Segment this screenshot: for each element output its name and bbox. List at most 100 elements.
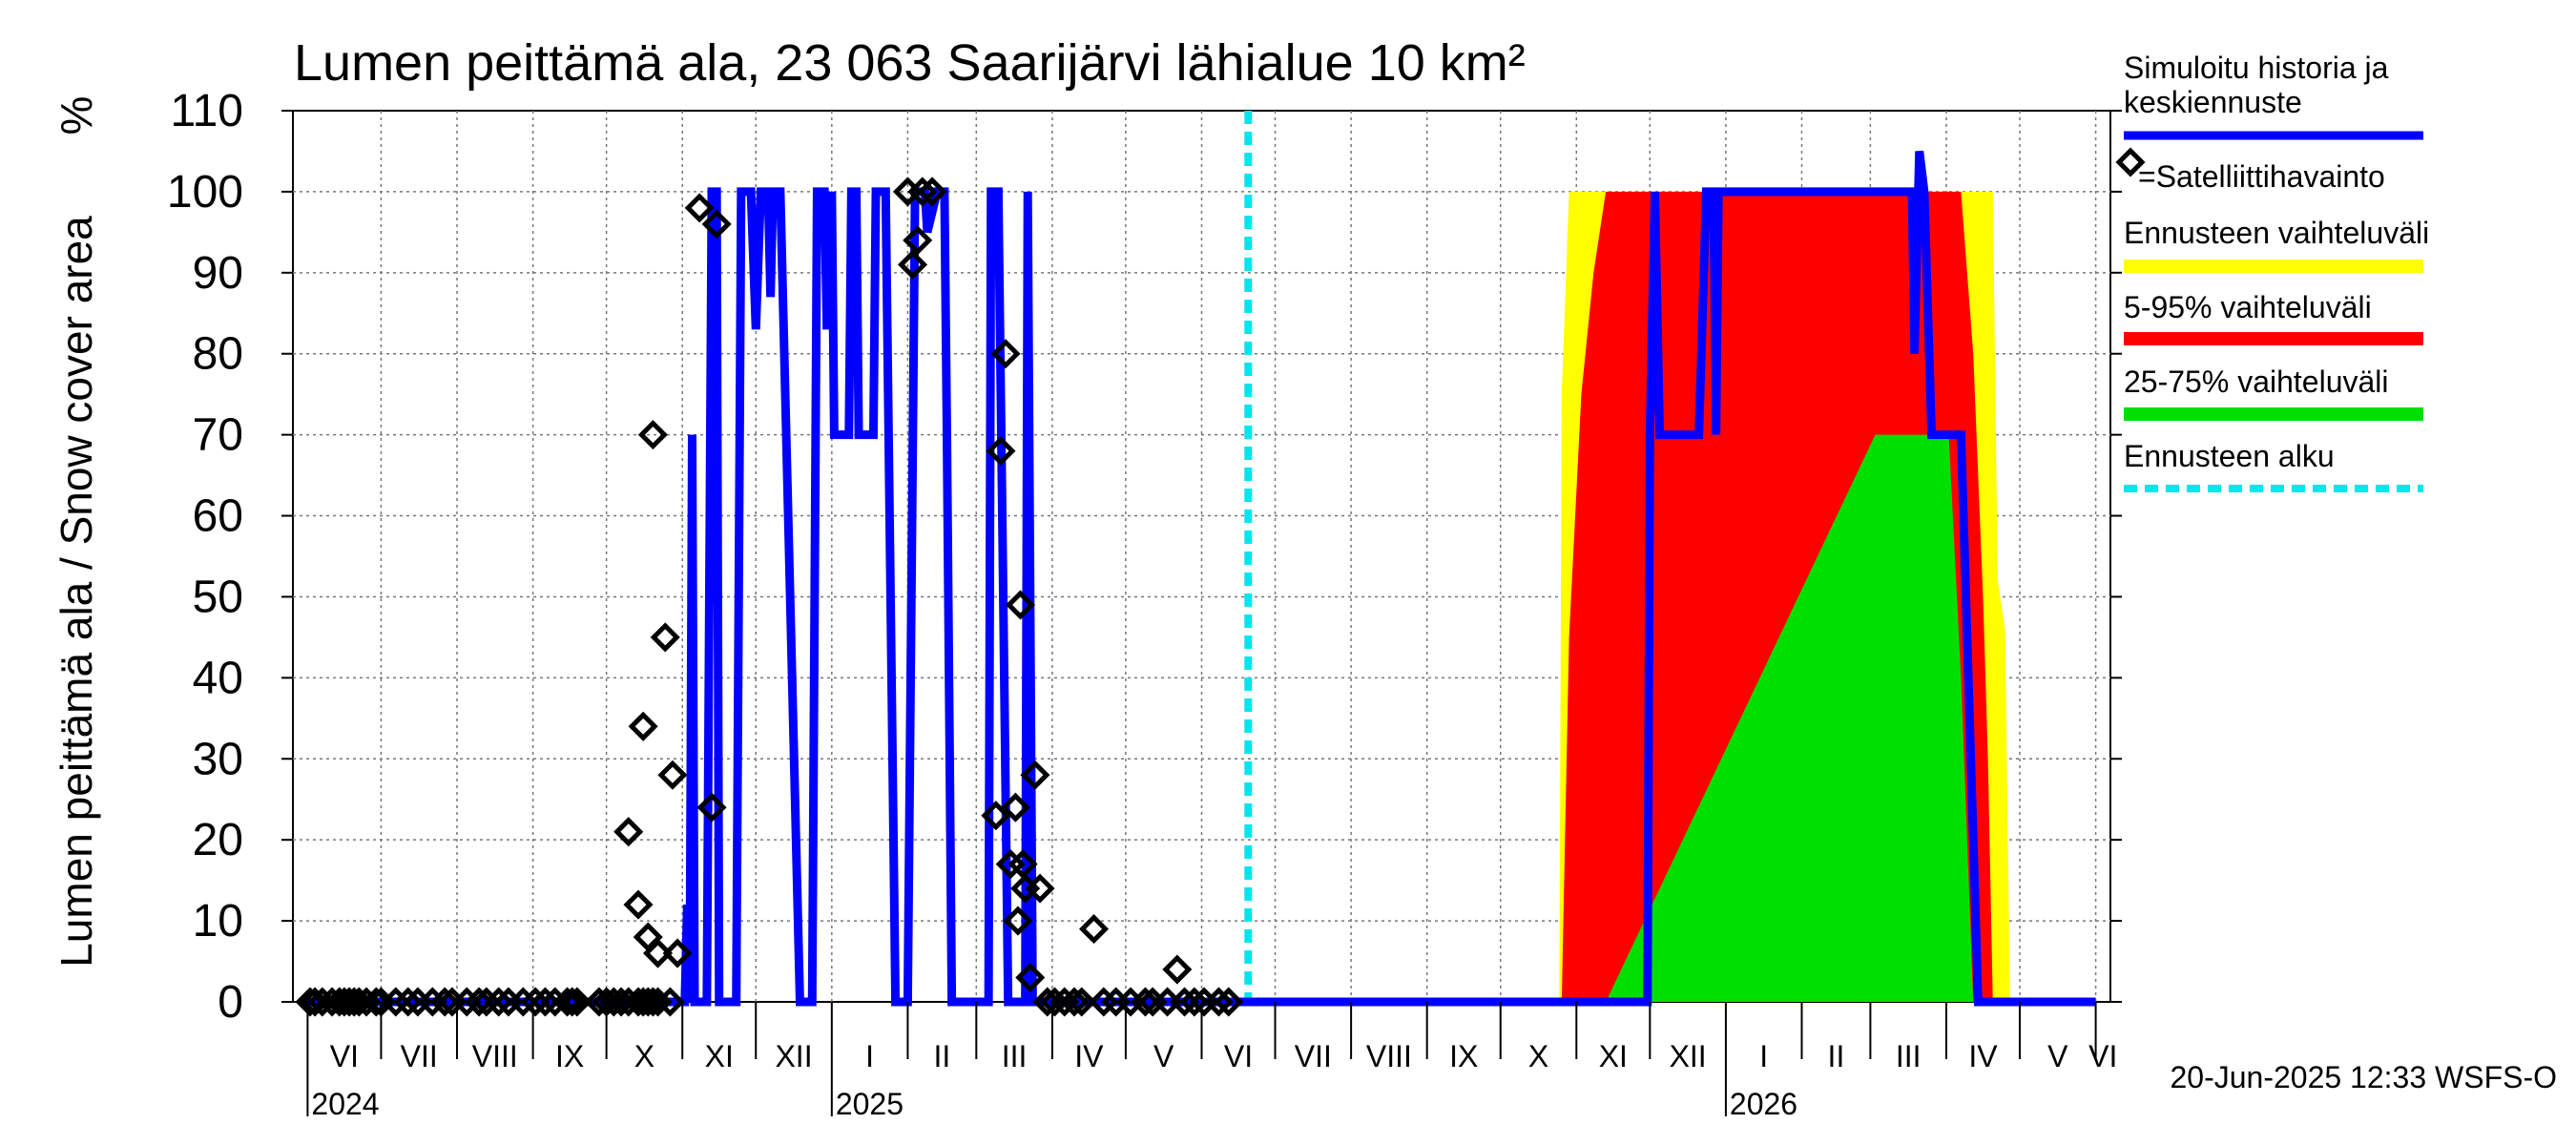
plot-area	[292, 110, 2111, 1017]
x-year-label: 2025	[836, 1087, 904, 1121]
x-month-label: VI	[330, 1039, 359, 1073]
observation-marker	[351, 987, 382, 1017]
x-month-label: XI	[705, 1039, 734, 1073]
observation-marker	[1025, 873, 1055, 904]
observation-marker	[696, 792, 727, 822]
x-month-label: X	[1528, 1039, 1548, 1073]
forecast-bands	[1559, 191, 2010, 1003]
x-month-label: II	[933, 1039, 950, 1073]
x-month-label: III	[1002, 1039, 1028, 1073]
observation-marker	[365, 987, 396, 1017]
x-month-label: X	[634, 1039, 654, 1073]
x-month-label: VII	[1295, 1039, 1332, 1073]
observation-marker	[898, 249, 928, 280]
legend-p2575-label: 25-75% vaihteluväli	[2124, 364, 2389, 399]
observation-marker	[1032, 987, 1063, 1017]
x-month-label: V	[2047, 1039, 2068, 1073]
y-tick-label: 50	[193, 572, 243, 622]
simulation-line	[307, 150, 2096, 1007]
observation-marker	[1153, 987, 1183, 1017]
y-tick-label: 0	[218, 977, 243, 1028]
observation-marker	[1089, 987, 1119, 1017]
y-tick-label: 70	[193, 410, 243, 461]
y-tick-label: 60	[193, 491, 243, 542]
observation-marker	[1079, 914, 1110, 945]
legend-sat-marker	[2115, 147, 2146, 177]
y-tick-label: 90	[193, 248, 243, 299]
observation-marker	[657, 760, 688, 790]
observation-marker	[662, 938, 693, 968]
x-month-label: VI	[2088, 1039, 2117, 1073]
x-month-label: IV	[1074, 1039, 1104, 1073]
observation-marker	[493, 987, 524, 1017]
observation-marker	[907, 177, 938, 207]
observation-marker	[1137, 987, 1168, 1017]
x-month-label: IX	[1449, 1039, 1478, 1073]
chart-title: Lumen peittämä ala, 23 063 Saarijärvi lä…	[294, 34, 1526, 92]
x-month-label: IX	[555, 1039, 584, 1073]
y-axis-label: Lumen peittämä ala / Snow cover area	[52, 216, 101, 968]
legend-range-label: Ennusteen vaihteluväli	[2124, 216, 2429, 250]
x-axis-ticks: VI VII VIII IX X XI XII I II III IV V VI VII VIII IX X XI…	[306, 1002, 2117, 1121]
y-tick-label: 80	[193, 329, 243, 380]
observation-marker	[684, 193, 715, 223]
observation-marker	[613, 817, 644, 847]
observation-marker	[903, 225, 933, 256]
timestamp: 20-Jun-2025 12:33 WSFS-O	[2170, 1060, 2557, 1094]
observation-marker	[1005, 590, 1036, 620]
observation-marker	[552, 987, 583, 1017]
y-tick-label: 10	[193, 896, 243, 947]
observation-marker	[1020, 760, 1050, 790]
x-month-label: VI	[1224, 1039, 1253, 1073]
x-month-label: VIII	[1366, 1039, 1412, 1073]
y-tick-label: 40	[193, 653, 243, 703]
observation-marker	[437, 987, 467, 1017]
observation-marker	[701, 209, 732, 239]
legend: Simuloitu historia ja keskiennuste =Sate…	[2115, 51, 2429, 492]
y-tick-label: 30	[193, 734, 243, 784]
band-25-75	[1559, 434, 2010, 1002]
observation-marker	[1010, 873, 1041, 904]
observation-marker	[637, 987, 668, 1017]
observation-marker	[637, 420, 668, 450]
x-month-label: XII	[775, 1039, 812, 1073]
x-month-label: XI	[1599, 1039, 1628, 1073]
observation-marker	[1015, 962, 1046, 993]
x-month-label: II	[1828, 1039, 1845, 1073]
observation-marker	[403, 987, 433, 1017]
observation-marker	[1203, 987, 1235, 1017]
observation-marker	[623, 889, 654, 920]
observation-marker	[334, 987, 364, 1017]
observation-marker	[995, 849, 1026, 880]
x-month-label: IV	[1968, 1039, 1998, 1073]
y-axis-ticks: 0 10 20 30 40 50 60 70 80 90 100 110	[167, 86, 2122, 1028]
legend-sim-label-1: Simuloitu historia ja	[2124, 51, 2389, 85]
observation-marker	[986, 436, 1016, 467]
observation-marker	[643, 987, 674, 1017]
legend-p595-label: 5-95% vaihteluväli	[2124, 290, 2372, 324]
observation-marker	[1214, 987, 1244, 1017]
observation-marker	[990, 339, 1021, 369]
observation-marker	[628, 711, 658, 741]
observation-marker	[650, 622, 680, 653]
observation-marker	[1049, 987, 1080, 1017]
observation-marker	[1000, 792, 1030, 822]
y-tick-label: 100	[167, 167, 243, 218]
observation-marker	[1059, 987, 1090, 1017]
x-month-label: XII	[1670, 1039, 1707, 1073]
x-month-label: I	[865, 1039, 874, 1073]
x-month-label: VII	[401, 1039, 438, 1073]
legend-sim-label-2: keskiennuste	[2124, 85, 2302, 119]
observation-marker	[917, 177, 947, 207]
observation-marker	[633, 922, 663, 952]
legend-start-label: Ennusteen alku	[2124, 439, 2335, 473]
legend-sat-label: =Satelliittihavainto	[2138, 159, 2385, 194]
simulation-series	[307, 150, 2096, 1007]
y-axis-unit: %	[52, 96, 101, 135]
observation-marker	[1162, 954, 1193, 985]
observation-marker	[557, 987, 588, 1017]
observation-marker	[981, 801, 1011, 831]
x-month-label: I	[1759, 1039, 1768, 1073]
x-year-label: 2024	[311, 1087, 379, 1121]
